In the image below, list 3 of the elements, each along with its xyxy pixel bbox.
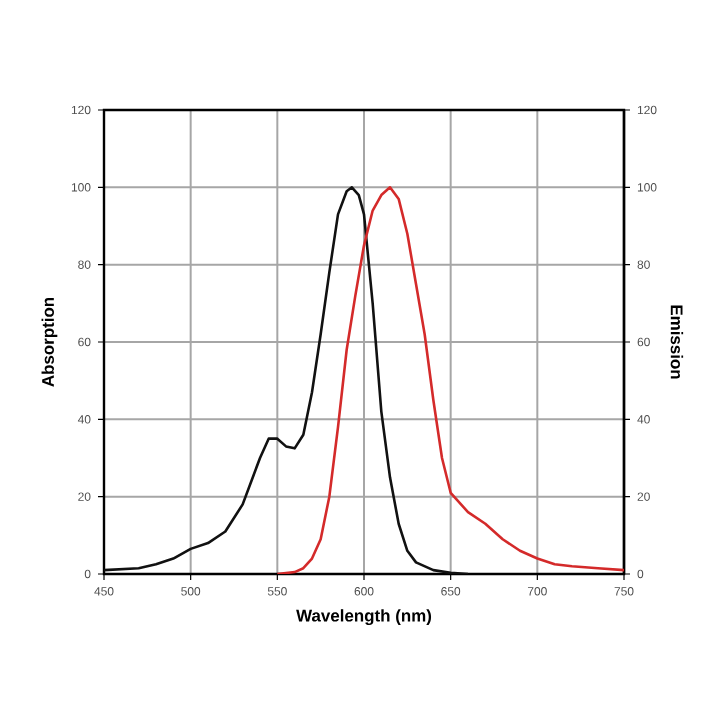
y2-axis-title: Emission <box>670 305 684 379</box>
x-axis-title: Wavelength (nm) <box>296 609 432 626</box>
y-axis-title: Absorption <box>41 297 58 387</box>
